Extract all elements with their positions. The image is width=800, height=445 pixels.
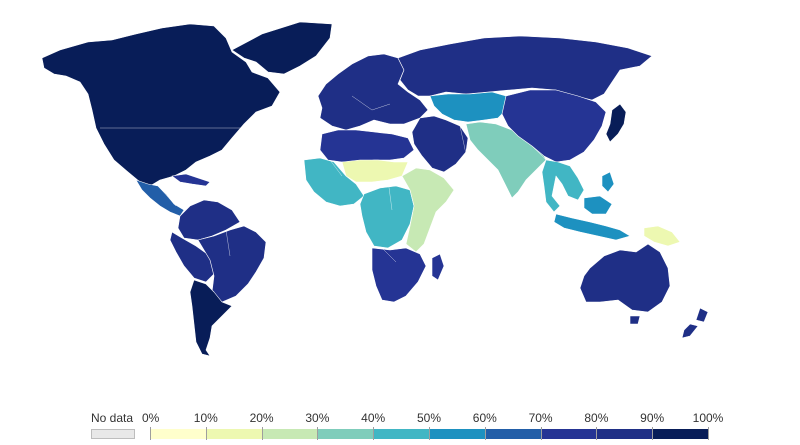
- region-australia: [579, 243, 671, 325]
- region-south-america-north: [177, 199, 241, 241]
- legend-swatch-2: [261, 429, 318, 439]
- country-borders: [100, 95, 547, 263]
- region-europe: [317, 53, 429, 131]
- legend-tick-label-9: 90%: [640, 411, 665, 425]
- legend-tick-label-2: 20%: [249, 411, 274, 425]
- region-russia: [397, 35, 653, 101]
- legend-swatch-0: [150, 429, 206, 439]
- region-west-africa: [303, 157, 365, 207]
- legend-no-data-swatch: [91, 429, 135, 439]
- legend-tick-label-6: 60%: [472, 411, 497, 425]
- legend-swatch-1: [205, 429, 262, 439]
- legend-tick-mark-4: [373, 427, 375, 440]
- region-north-africa: [319, 129, 415, 163]
- region-sahel: [341, 159, 409, 183]
- map-legend: No data 0% 10% 20% 30% 40% 50% 60% 70% 80% 90% 100…: [0, 400, 800, 445]
- region-north-america: [41, 23, 281, 187]
- region-greenland: [231, 21, 333, 75]
- legend-no-data-label: No data: [91, 411, 134, 425]
- region-papua-new-guinea: [643, 225, 681, 247]
- legend-tick-label-7: 70%: [528, 411, 553, 425]
- region-indonesia: [553, 171, 631, 241]
- legend-tick-mark-8: [596, 427, 598, 440]
- legend-tick-mark-10: [708, 427, 709, 440]
- legend-tick-mark-7: [540, 427, 542, 440]
- region-middle-east: [411, 115, 469, 173]
- legend-tick-mark-0: [150, 427, 151, 440]
- region-southeast-asia: [541, 159, 585, 213]
- legend-tick-mark-6: [484, 427, 486, 440]
- legend-tick-mark-3: [317, 427, 319, 440]
- region-caribbean: [171, 173, 211, 187]
- legend-swatch-3: [317, 429, 374, 439]
- region-brazil: [197, 225, 267, 303]
- legend-swatch-9: [652, 429, 708, 439]
- legend-tick-mark-2: [261, 427, 263, 440]
- legend-tick-label-3: 30%: [305, 411, 330, 425]
- legend-tick-label-4: 40%: [361, 411, 386, 425]
- legend-tick-mark-5: [429, 427, 430, 440]
- region-andes: [169, 231, 217, 283]
- region-china: [501, 89, 607, 163]
- legend-tick-label-10: 100%: [692, 411, 724, 425]
- legend-swatch-7: [540, 429, 597, 439]
- region-central-africa: [359, 185, 415, 249]
- legend-swatch-5: [429, 429, 485, 439]
- legend-swatch-4: [373, 429, 429, 439]
- legend-tick-label-1: 10%: [193, 411, 218, 425]
- region-east-africa: [401, 167, 455, 253]
- region-new-zealand: [681, 307, 709, 339]
- world-map: [41, 21, 709, 357]
- legend-tick-mark-9: [652, 427, 654, 440]
- region-central-america: [135, 179, 185, 217]
- legend-tick-label-0: 0%: [142, 411, 160, 425]
- legend-tick-label-8: 80%: [584, 411, 609, 425]
- legend-tick-label-5: 50%: [416, 411, 442, 425]
- region-japan: [605, 103, 627, 143]
- region-southern-cone: [189, 279, 233, 357]
- region-southern-africa: [371, 247, 445, 303]
- legend-swatch-8: [596, 429, 653, 439]
- legend-tick-mark-1: [205, 427, 207, 440]
- legend-swatch-6: [484, 429, 541, 439]
- region-central-asia: [429, 91, 509, 123]
